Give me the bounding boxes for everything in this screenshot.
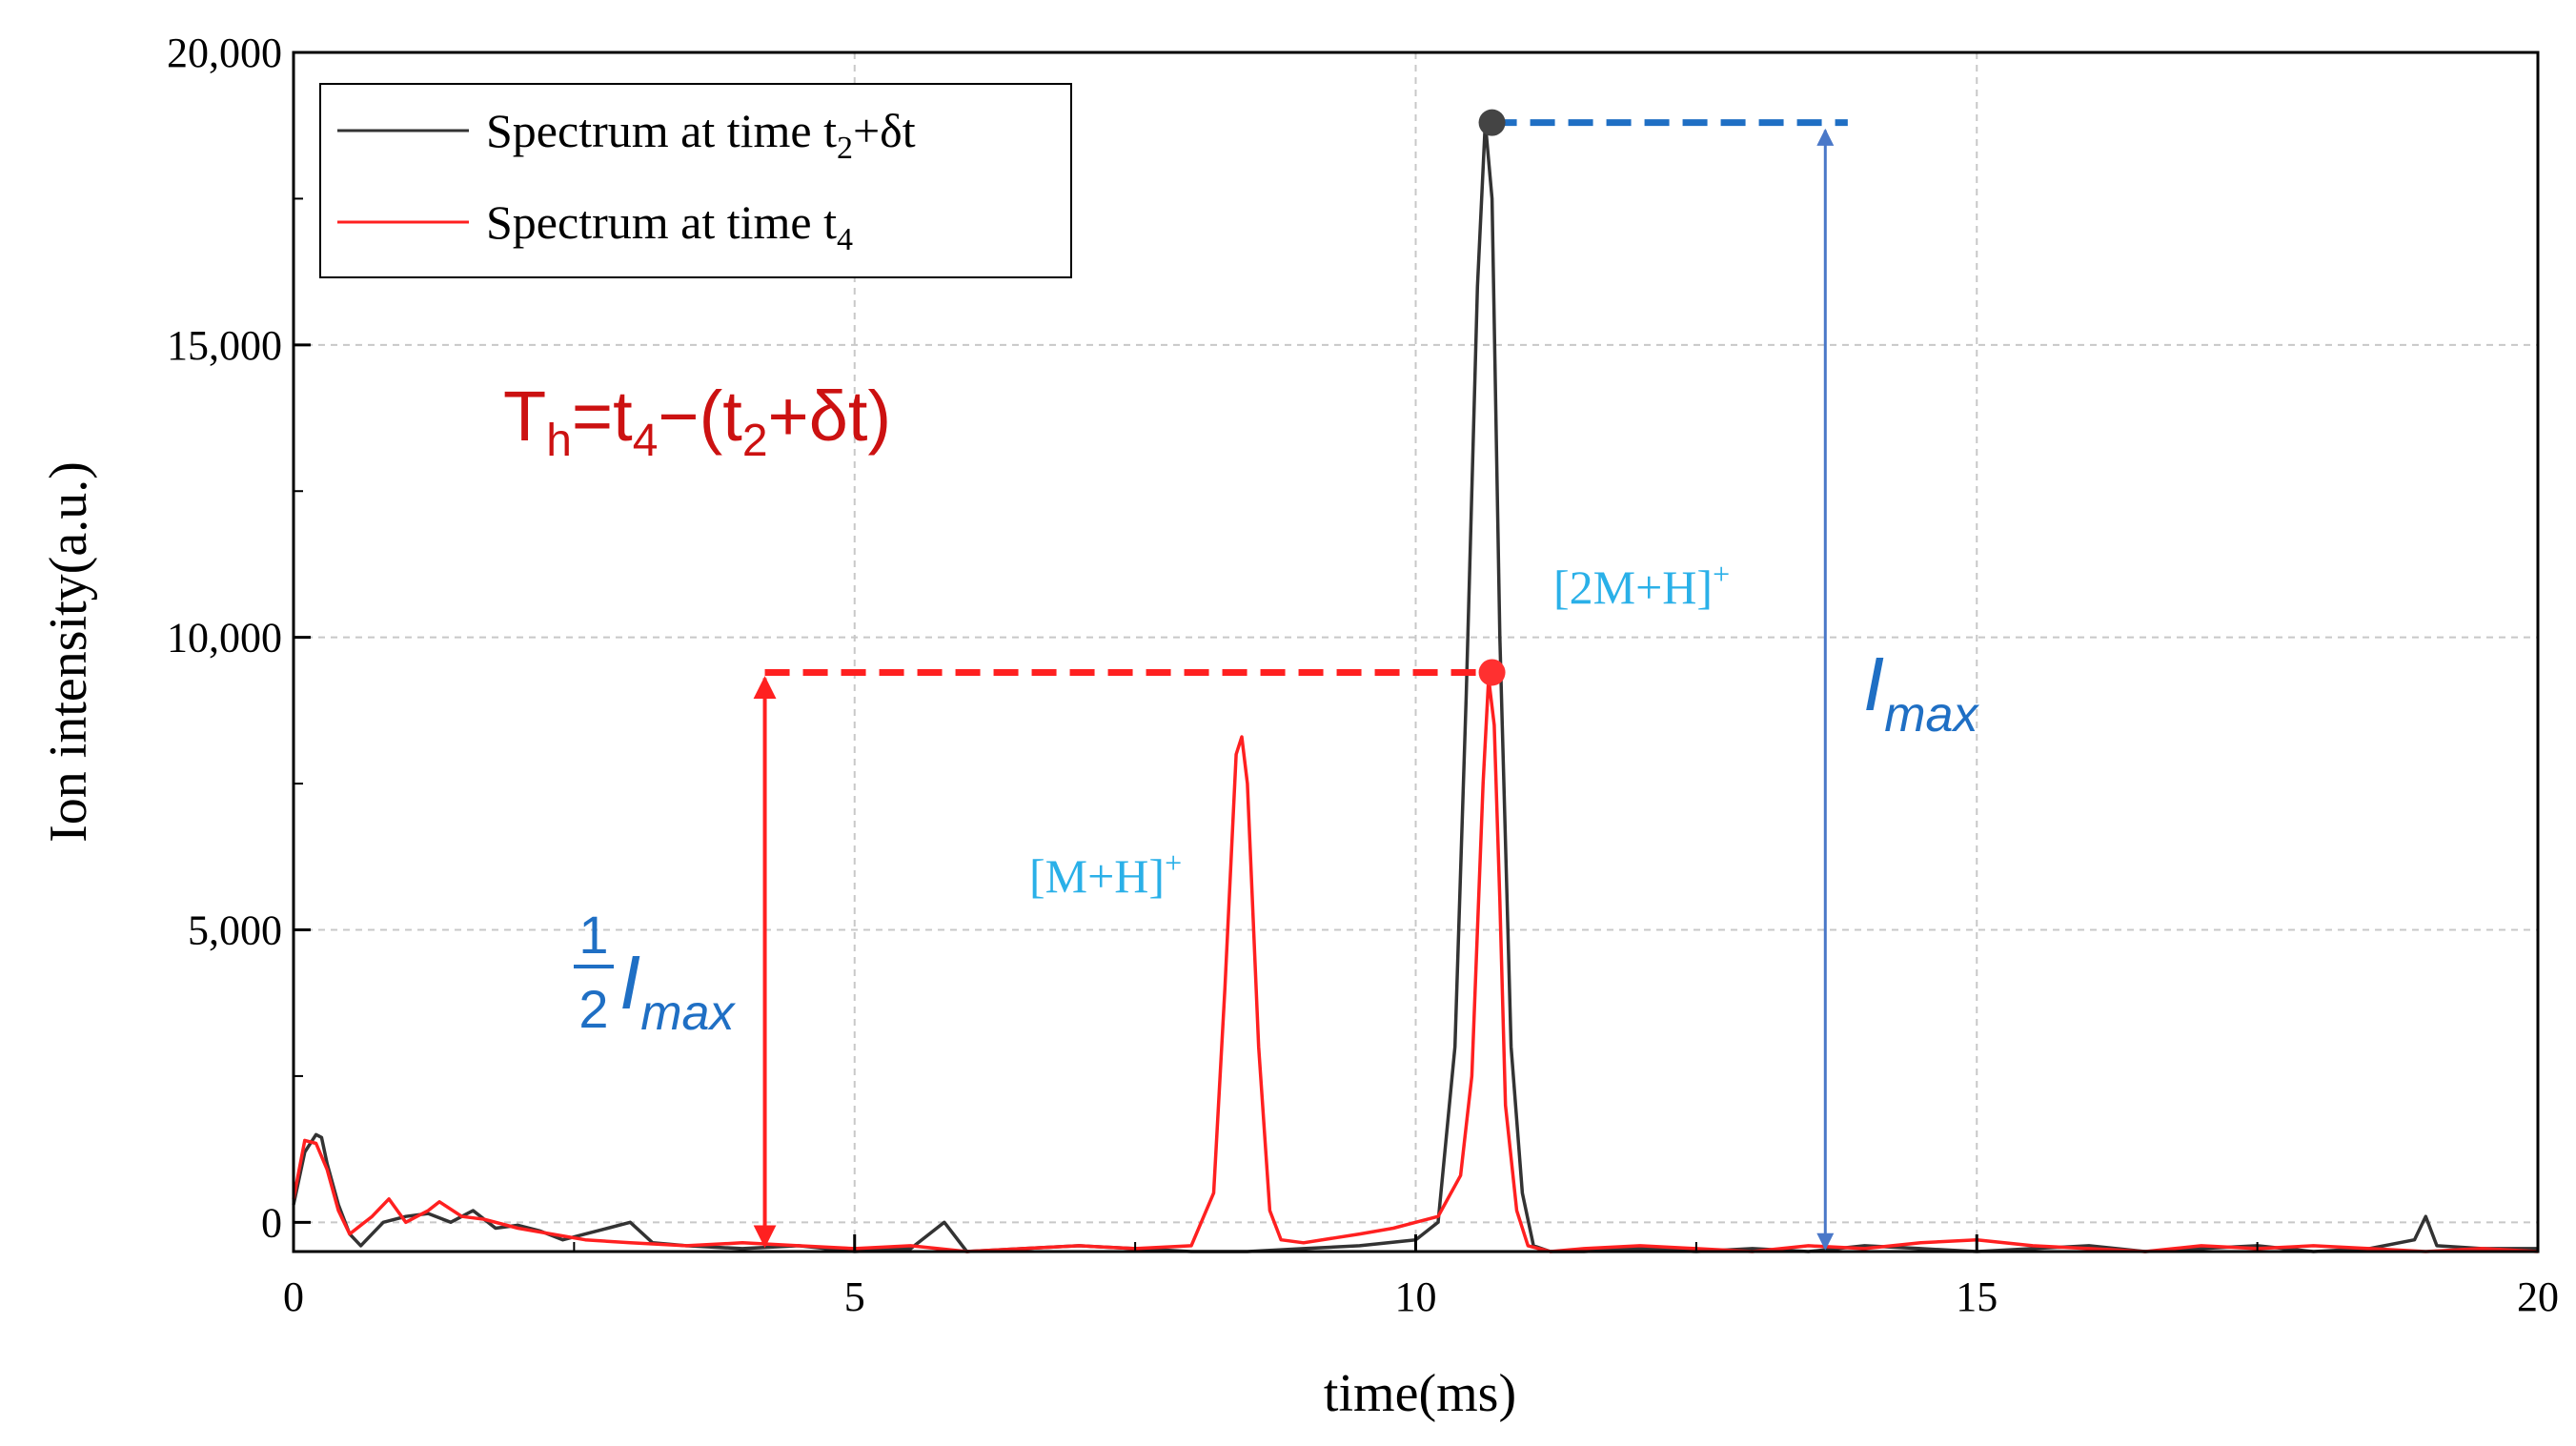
axis-layer: 0 5 10 15 20 0 5,000 10,000 15,000 20,000: [167, 30, 2559, 1320]
guide-layer: [753, 109, 1848, 1251]
half-denominator: 2: [578, 979, 608, 1039]
half-imax-label: 1 2 Imax: [574, 905, 736, 1041]
legend-label-red: Spectrum at time t4: [486, 195, 853, 257]
y-tick-label: 10,000: [167, 615, 282, 662]
y-tick-label: 20,000: [167, 30, 282, 76]
imax-label: Imax: [1863, 642, 1979, 743]
x-tick-label: 5: [844, 1273, 865, 1320]
ion-label-2m: [2M+H]+: [1553, 557, 1730, 614]
y-axis-title: Ion intensity(a.u.): [39, 461, 98, 843]
series-layer: [292, 120, 2539, 1253]
x-tick-label: 10: [1395, 1273, 1437, 1320]
y-tick-label: 15,000: [167, 322, 282, 369]
y-tick-label: 0: [261, 1199, 282, 1246]
formula-annotation: Th=t4−(t2+δt): [503, 377, 891, 466]
series-line-red: [292, 676, 2539, 1253]
peak-max-marker: [1478, 109, 1506, 136]
legend-box: [319, 83, 1072, 278]
x-tick-label: 20: [2517, 1273, 2559, 1320]
y-tick-label: 5,000: [188, 906, 282, 953]
series-line-black: [292, 120, 2538, 1253]
ion-label-m: [M+H]+: [1029, 845, 1182, 903]
half-imax-text: Imax: [619, 940, 736, 1041]
x-tick-label: 15: [1956, 1273, 1998, 1320]
x-tick-label: 0: [283, 1273, 304, 1320]
half-numerator: 1: [578, 905, 608, 965]
legend: Spectrum at time t2+δt Spectrum at time …: [319, 83, 1072, 278]
legend-label-black: Spectrum at time t2+δt: [486, 104, 916, 166]
x-axis-title: time(ms): [1324, 1364, 1516, 1423]
half-max-marker: [1478, 659, 1506, 686]
